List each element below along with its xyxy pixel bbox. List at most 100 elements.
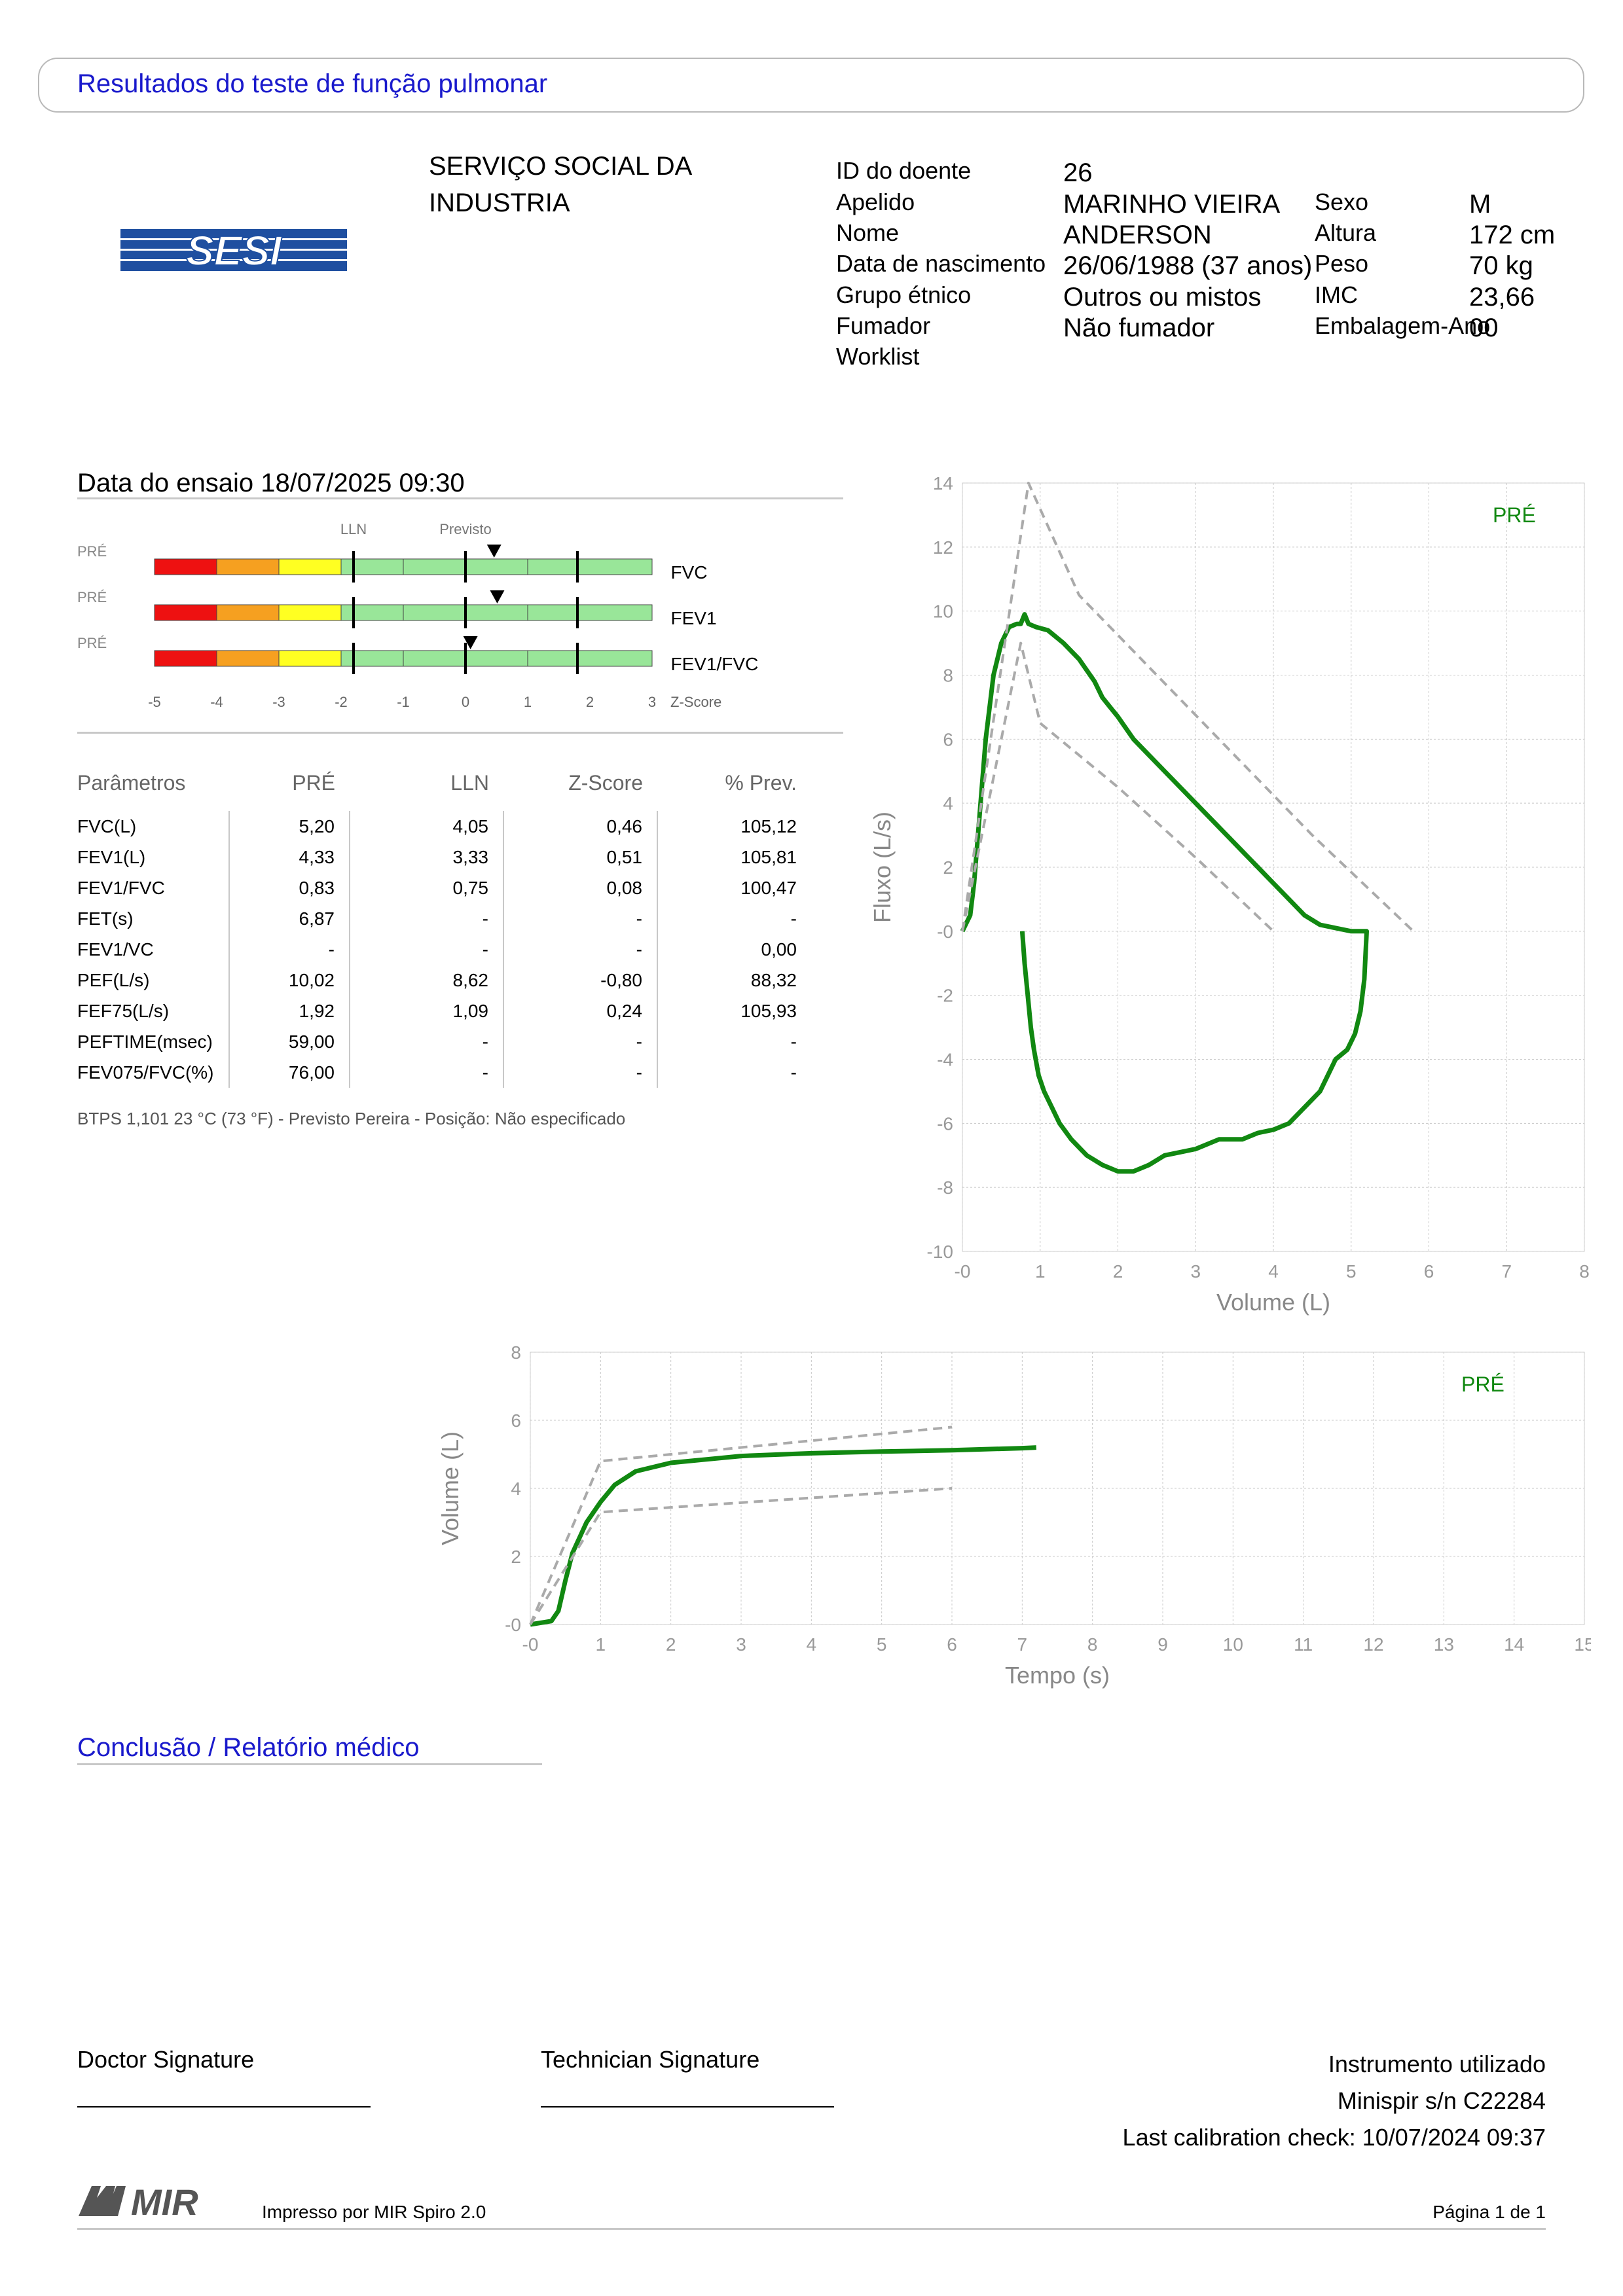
footer-divider: [77, 2228, 1546, 2230]
zscore-tick-label: 0: [462, 694, 469, 710]
parameter-value: 105,93: [657, 996, 811, 1026]
parameter-value: 4,33: [228, 842, 350, 872]
value-height: 172 cm: [1469, 221, 1556, 249]
x-tick-label: 8: [1579, 1261, 1590, 1282]
zscore-tick-label: -4: [210, 694, 223, 710]
x-axis-label: Tempo (s): [1005, 1662, 1110, 1689]
parameter-value: -: [228, 934, 350, 965]
parameters-header-row: Parâmetros PRÉ LLN Z-Score % Prev.: [77, 771, 811, 811]
parameter-row: FEF75(L/s) 1,92 1,09 0,24 105,93: [77, 996, 811, 1026]
zscore-chart: LLN Previsto PRÉ FVC PRÉ FEV1 PRÉ FEV1/FVC -5 -4 -…: [77, 521, 758, 710]
parameter-row: FEV1/VC - - -0,00: [77, 934, 811, 965]
zscore-band: [216, 558, 280, 575]
zscore-row-name: FVC: [671, 562, 708, 583]
zscore-row-name: FEV1: [671, 608, 717, 628]
parameter-value: 0,24: [503, 996, 657, 1026]
y-tick-label: -0: [937, 922, 953, 942]
instrument-info: Instrumento utilizado Minispir s/n C2228…: [1123, 2046, 1546, 2156]
y-tick-label: 6: [943, 729, 953, 749]
parameter-value: -: [657, 1057, 811, 1088]
x-axis-label: Volume (L): [1216, 1289, 1330, 1316]
zscore-band: [154, 604, 217, 621]
flow-volume-chart: -0 1 2 3 4 5 6 7 8 -10 -8 -6 -4 -2 -0 2 4 6 8 10 12 14 Volume …: [864, 465, 1591, 1335]
x-tick-label: 11: [1294, 1634, 1313, 1655]
label-sex: Sexo: [1315, 188, 1369, 215]
value-dob: 26/06/1988 (37 anos): [1063, 251, 1313, 280]
label-dob: Data de nascimento: [836, 250, 1046, 277]
y-tick-label: 10: [933, 601, 953, 622]
parameter-value: 0,00: [657, 934, 811, 965]
parameter-value: 76,00: [228, 1057, 350, 1088]
parameter-value: 105,81: [657, 842, 811, 872]
y-tick-label: -4: [937, 1050, 953, 1070]
technician-signature-label: Technician Signature: [541, 2046, 760, 2073]
value-name: ANDERSON: [1063, 221, 1212, 249]
parameter-value: -: [349, 903, 503, 934]
value-surname: MARINHO VIEIRA: [1063, 190, 1281, 219]
x-tick-label: 8: [1087, 1634, 1098, 1655]
label-patient-id: ID do doente: [836, 157, 972, 184]
zscore-band: [340, 558, 653, 575]
sesi-logo: SESI: [120, 226, 347, 275]
parameter-value: 59,00: [228, 1026, 350, 1057]
col-header-param: Parâmetros: [77, 771, 186, 795]
parameter-value: -: [503, 1057, 657, 1088]
y-tick-label: -10: [927, 1242, 953, 1262]
y-tick-label: 14: [933, 473, 953, 493]
doctor-signature-label: Doctor Signature: [77, 2046, 255, 2073]
x-tick-label: 4: [807, 1634, 817, 1655]
organization-name-line2: INDUSTRIA: [429, 188, 570, 217]
parameter-value: -: [503, 1026, 657, 1057]
x-tick-label: -0: [955, 1261, 971, 1282]
x-tick-label: 15: [1574, 1634, 1591, 1655]
instrument-label: Instrumento utilizado: [1328, 2051, 1546, 2077]
predicted-label: Previsto: [439, 521, 491, 537]
value-weight: 70 kg: [1469, 251, 1533, 280]
x-tick-label: 3: [1190, 1261, 1201, 1282]
zscore-band: [340, 650, 653, 667]
parameter-value: 88,32: [657, 965, 811, 996]
x-tick-label: 6: [1424, 1261, 1434, 1282]
btps-footnote: BTPS 1,101 23 °C (73 °F) - Previsto Pere…: [77, 1109, 626, 1128]
legend-label: PRÉ: [1493, 503, 1536, 527]
lln-label: LLN: [340, 521, 367, 537]
divider: [77, 497, 843, 499]
parameter-value: 1,92: [228, 996, 350, 1026]
zscore-band: [216, 604, 280, 621]
x-tick-label: 5: [877, 1634, 887, 1655]
y-tick-label: -2: [937, 986, 953, 1006]
parameter-value: 100,47: [657, 872, 811, 903]
measured-curve: [960, 612, 1369, 1174]
parameter-value: -: [503, 934, 657, 965]
y-tick-label: 4: [511, 1479, 521, 1499]
parameter-value: -: [657, 1026, 811, 1057]
parameter-value: 0,08: [503, 872, 657, 903]
y-tick-label: 2: [511, 1547, 521, 1567]
label-height: Altura: [1315, 219, 1377, 246]
volume-time-chart: -0 1 2 3 4 5 6 7 8 9 10 11 12 13 14 15 -0 2 4 6 8 Tempo (s) Vo…: [426, 1335, 1595, 1708]
zscore-phase-label: PRÉ: [77, 589, 107, 605]
svg-text:MIR: MIR: [131, 2182, 198, 2217]
label-pack-years: Embalagem-Ano: [1315, 312, 1491, 339]
svg-text:SESI: SESI: [186, 229, 282, 271]
y-axis-label: Fluxo (L/s): [869, 812, 896, 923]
zscore-tick-label: -3: [272, 694, 285, 710]
parameter-name: FEF75(L/s): [77, 1000, 170, 1021]
header-box: [38, 58, 1584, 113]
zscore-tick-label: 2: [586, 694, 594, 710]
predicted-curve: [529, 1487, 953, 1626]
zscore-tick-label: -2: [335, 694, 348, 710]
parameter-value: 3,33: [349, 842, 503, 872]
parameter-name: FEV075/FVC(%): [77, 1062, 214, 1083]
predicted-curve: [529, 1426, 953, 1625]
col-header-lln: LLN: [450, 771, 489, 795]
parameter-name: PEF(L/s): [77, 969, 150, 990]
x-tick-label: 13: [1434, 1634, 1454, 1655]
zscore-pointer: [490, 590, 505, 603]
conclusion-title: Conclusão / Relatório médico: [77, 1733, 420, 1762]
parameter-value: 0,75: [349, 872, 503, 903]
parameter-row: PEF(L/s) 10,02 8,62 -0,80 88,32: [77, 965, 811, 996]
test-date: Data do ensaio 18/07/2025 09:30: [77, 469, 465, 497]
zscore-tick-label: -5: [148, 694, 161, 710]
zscore-phase-label: PRÉ: [77, 543, 107, 560]
